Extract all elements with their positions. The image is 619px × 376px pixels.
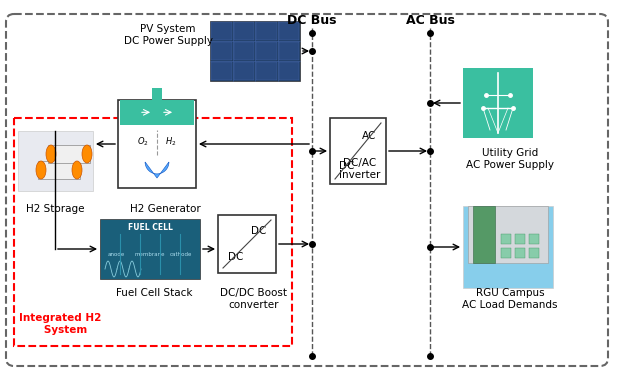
Bar: [463, 206, 553, 288]
Ellipse shape: [82, 145, 92, 163]
Bar: [501, 249, 511, 258]
Text: DC/AC
Inverter: DC/AC Inverter: [339, 158, 381, 180]
Bar: [515, 234, 525, 244]
Text: AC: AC: [362, 132, 376, 141]
Text: PV System
DC Power Supply: PV System DC Power Supply: [124, 24, 212, 45]
Bar: [256, 22, 277, 40]
Bar: [211, 22, 232, 40]
Bar: [330, 118, 386, 184]
Bar: [256, 42, 277, 60]
Bar: [120, 100, 194, 124]
Bar: [100, 219, 200, 279]
Bar: [211, 62, 232, 80]
Text: H2 Generator: H2 Generator: [129, 204, 201, 214]
Text: membrane: membrane: [135, 252, 165, 256]
Bar: [473, 206, 495, 264]
Bar: [38, 161, 80, 179]
Text: $H_2O$: $H_2O$: [149, 158, 165, 170]
Ellipse shape: [36, 161, 46, 179]
Text: $O_2$: $O_2$: [137, 136, 149, 149]
Ellipse shape: [72, 161, 82, 179]
Text: Integrated H2
   System: Integrated H2 System: [19, 313, 101, 335]
Bar: [152, 88, 162, 100]
Text: DC/DC Boost
converter: DC/DC Boost converter: [220, 288, 287, 309]
Text: anode: anode: [108, 252, 125, 256]
Bar: [501, 234, 511, 244]
Bar: [118, 100, 196, 188]
Text: DC: DC: [251, 226, 266, 236]
Text: RGU Campus
AC Load Demands: RGU Campus AC Load Demands: [462, 288, 558, 309]
Bar: [48, 145, 90, 163]
Bar: [529, 249, 539, 258]
Bar: [468, 206, 548, 264]
Bar: [515, 249, 525, 258]
Bar: [233, 22, 254, 40]
Text: $H_2$: $H_2$: [165, 136, 177, 149]
Bar: [14, 118, 292, 346]
Bar: [211, 42, 232, 60]
Bar: [256, 62, 277, 80]
Text: FUEL CELL: FUEL CELL: [128, 223, 173, 232]
Text: DC: DC: [228, 252, 243, 262]
Ellipse shape: [46, 145, 56, 163]
Text: DC Bus: DC Bus: [287, 15, 337, 27]
Bar: [279, 22, 299, 40]
Text: Fuel Cell Stack: Fuel Cell Stack: [116, 288, 193, 298]
Polygon shape: [145, 162, 169, 178]
Text: cathode: cathode: [170, 252, 192, 256]
Bar: [529, 234, 539, 244]
Bar: [233, 42, 254, 60]
Bar: [18, 131, 93, 191]
Bar: [233, 62, 254, 80]
Text: H2 Storage: H2 Storage: [26, 204, 84, 214]
Bar: [218, 215, 276, 273]
Bar: [463, 68, 533, 138]
Bar: [279, 62, 299, 80]
Text: DC: DC: [339, 161, 355, 171]
Text: AC Bus: AC Bus: [405, 15, 454, 27]
Text: Utility Grid
AC Power Supply: Utility Grid AC Power Supply: [466, 148, 554, 170]
Bar: [279, 42, 299, 60]
Bar: [210, 21, 300, 81]
